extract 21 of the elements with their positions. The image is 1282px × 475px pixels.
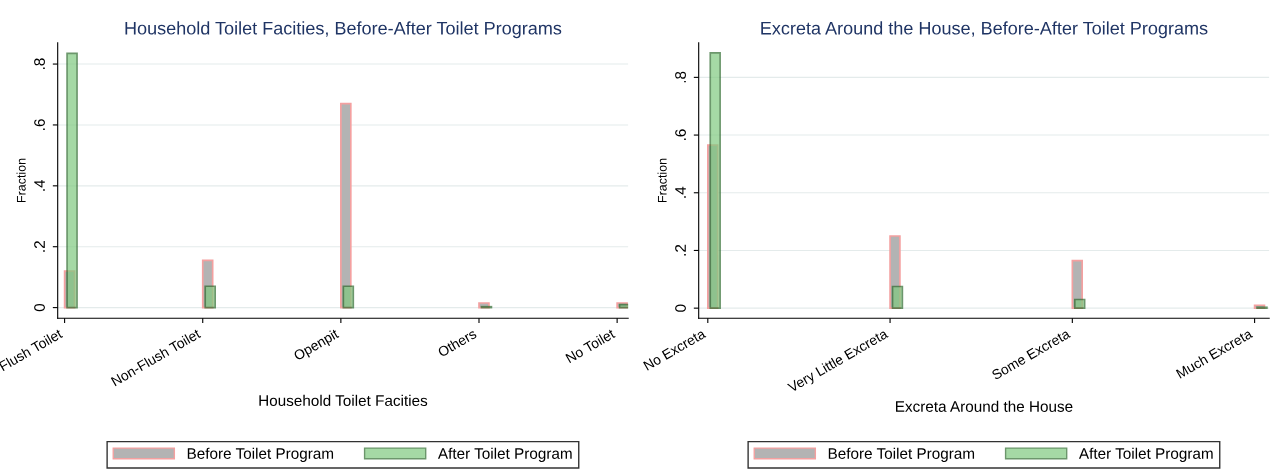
legend-label: After Toilet Program [437,447,572,462]
y-tick-label: .2 [675,244,686,256]
y-tick-label: 0 [34,303,45,312]
y-tick-label: 0 [675,304,686,312]
legend-label: Before Toilet Program [828,447,975,462]
y-tick-label: .6 [675,129,686,141]
y-tick-label: .8 [34,58,45,70]
y-axis-title: Fraction [16,158,26,203]
y-tick-label: .4 [675,186,686,198]
y-tick-label: .8 [675,71,686,83]
chart-title: Excreta Around the House, Before-After Toilet Programs [761,21,1208,39]
x-axis-title: Excreta Around the House [896,400,1073,412]
x-axis-title: Household Toilet Facities [259,394,428,407]
y-tick-label: .4 [34,179,45,191]
y-axis-title: Fraction [657,158,667,203]
y-tick-label: .2 [34,241,45,252]
chart-title: Household Toilet Facities, Before-After Toilet Programs [125,21,562,39]
x-tick-label: No Toilet [565,328,616,364]
y-tick-label: .6 [34,119,45,130]
legend-label: After Toilet Program [1078,447,1213,462]
legend-label: Before Toilet Program [187,447,334,462]
